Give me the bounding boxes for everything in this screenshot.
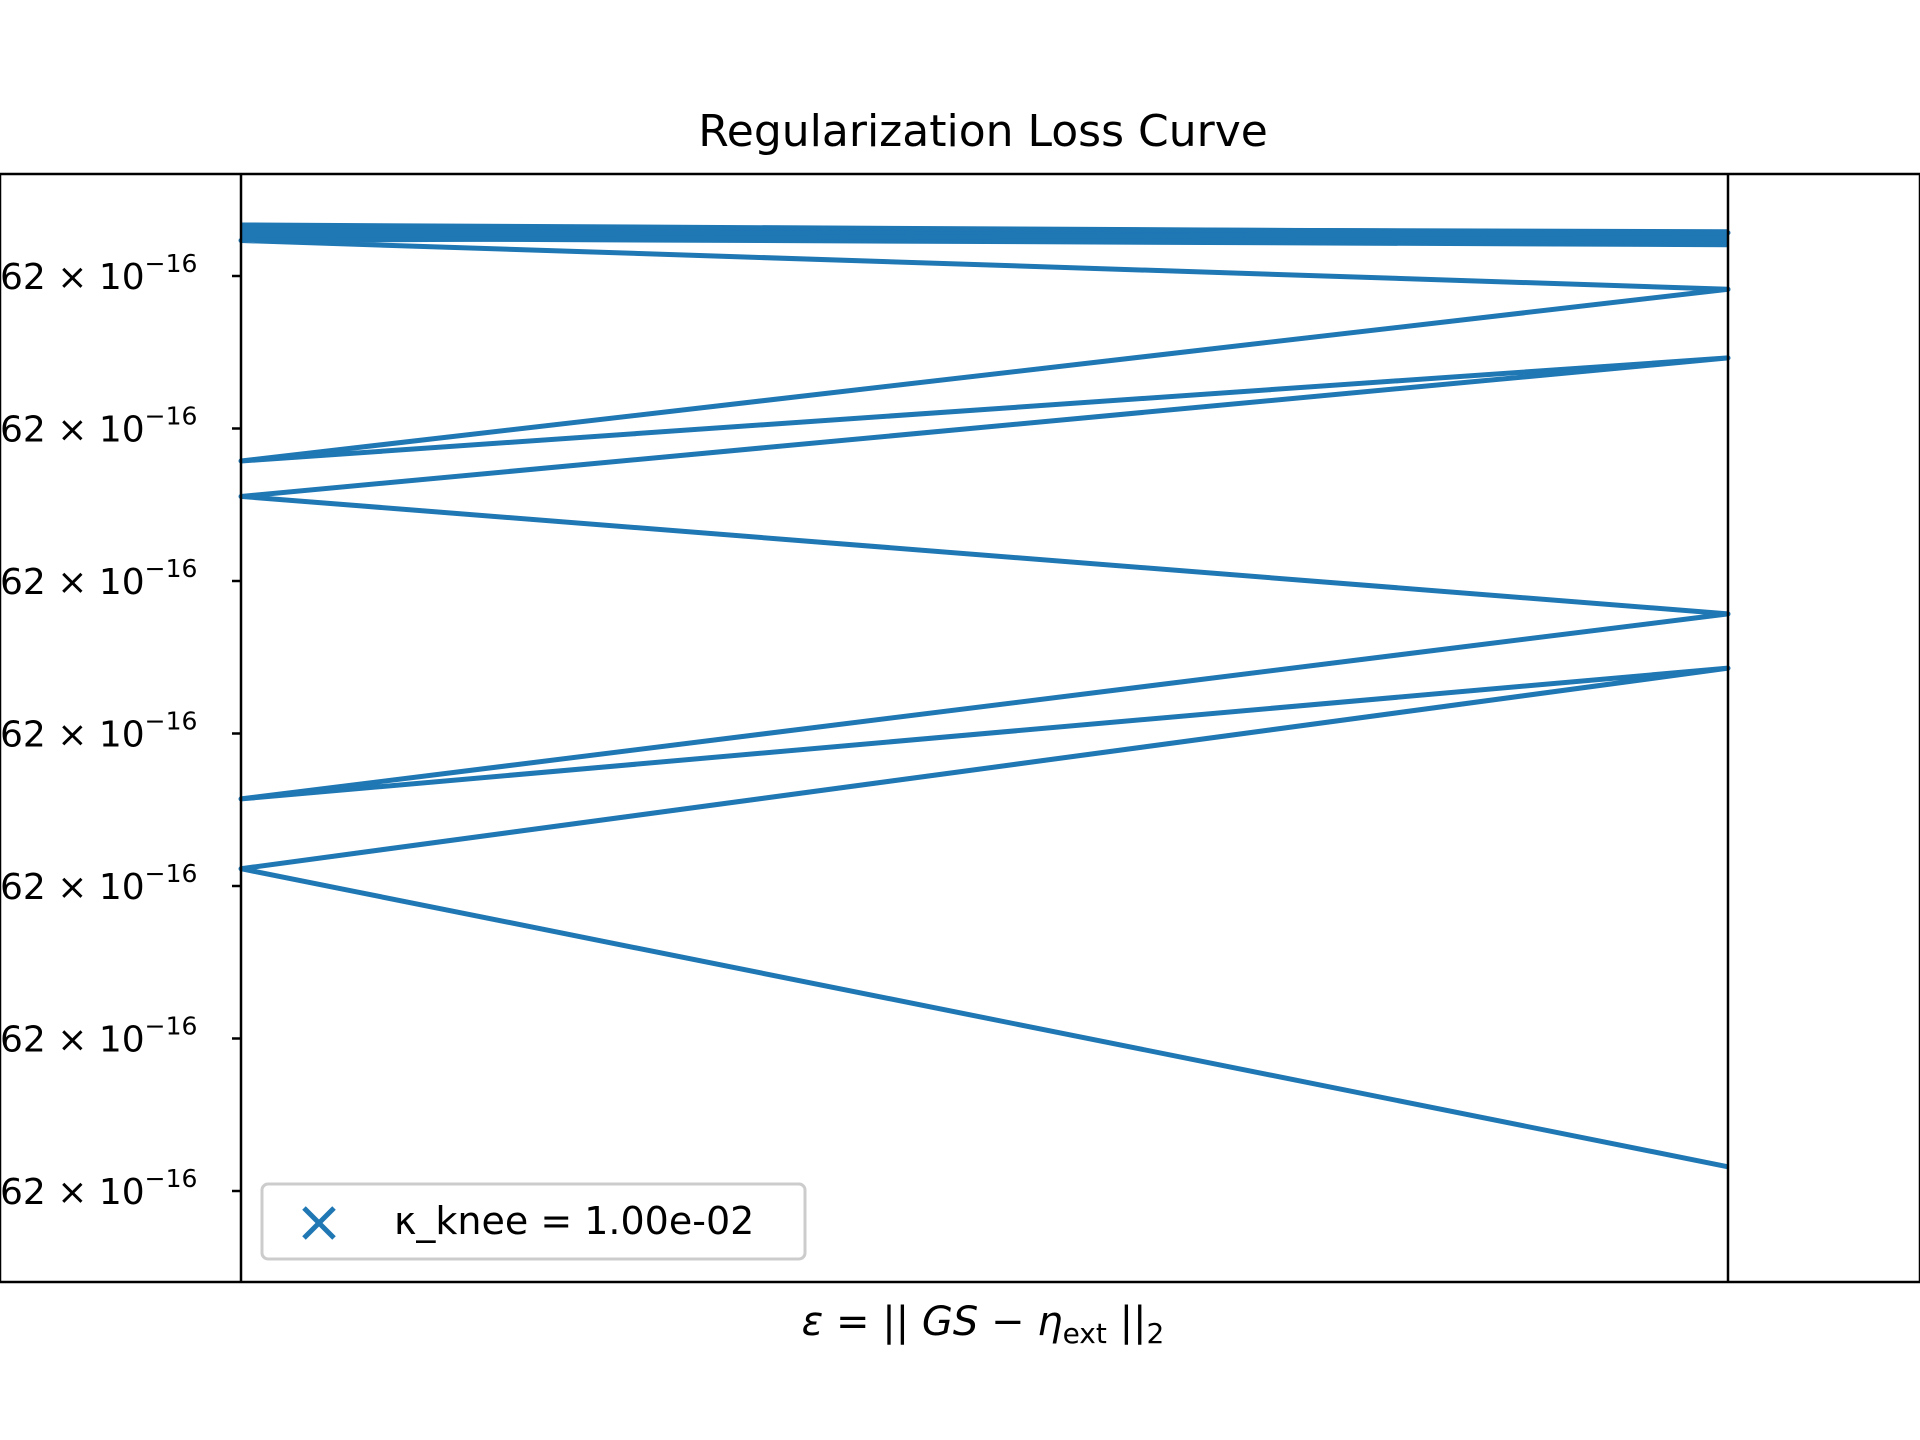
y-tick-label: 62 × 10−16	[0, 859, 197, 908]
y-tick-label: 62 × 10−16	[0, 1012, 197, 1061]
series-line-0	[238, 222, 1731, 1170]
y-tick-label: 62 × 10−16	[0, 249, 197, 298]
legend-box	[260, 1182, 807, 1261]
y-tick-label: 62 × 10−16	[0, 554, 197, 603]
legend: κ_knee = 1.00e-02	[260, 1182, 807, 1261]
y-tick-label: 62 × 10−16	[0, 402, 197, 451]
chart-title: Regularization Loss Curve	[698, 106, 1268, 157]
axes-frame	[0, 172, 1920, 1284]
y-tick-label: 62 × 10−16	[0, 707, 197, 756]
y-axis-ticks: 62 × 10−16 62 × 10−16 62 × 10−16 62 × 10−16…	[0, 249, 241, 1213]
plot-area	[238, 222, 1731, 1170]
x-axis-label: ε = || GS − ηext ||2	[802, 1299, 1165, 1350]
legend-entry-label: κ_knee = 1.00e-02	[394, 1199, 754, 1243]
legend-marker-x	[302, 1206, 336, 1240]
y-tick-label: 62 × 10−16	[0, 1164, 197, 1213]
